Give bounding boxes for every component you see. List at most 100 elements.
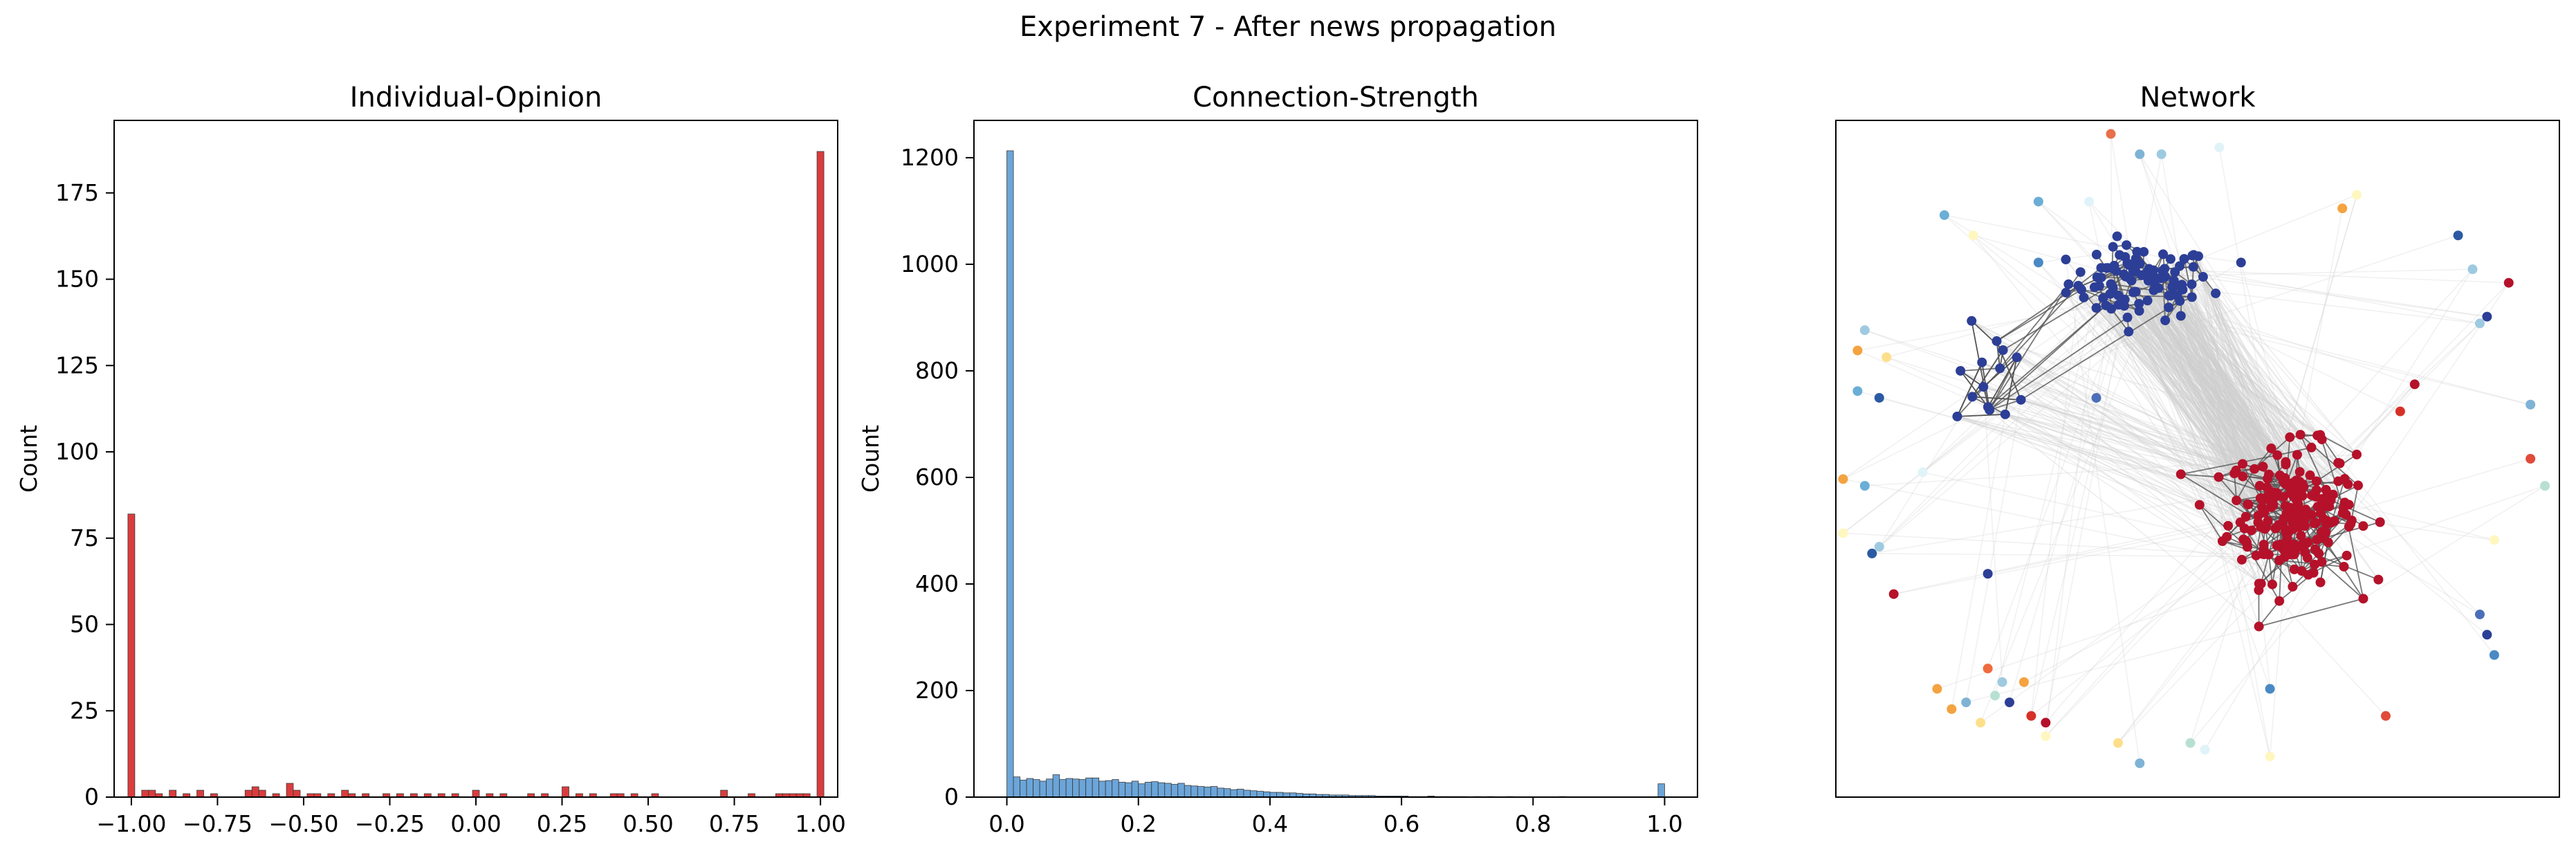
- histogram-bar: [259, 790, 266, 797]
- weak-edges: [1843, 134, 2545, 764]
- node: [2189, 250, 2198, 259]
- node: [2326, 495, 2336, 505]
- node: [2353, 481, 2363, 491]
- histogram-bar: [1197, 787, 1204, 797]
- node: [1952, 412, 1962, 421]
- node: [2214, 143, 2224, 152]
- node: [2482, 630, 2492, 639]
- node: [2297, 541, 2306, 551]
- histogram-bar: [1007, 151, 1014, 797]
- node: [2236, 257, 2246, 267]
- node: [2172, 291, 2182, 300]
- histogram-bar: [1231, 789, 1238, 797]
- node: [2291, 475, 2301, 485]
- node: [1875, 393, 1884, 403]
- y-tick-label: 400: [915, 570, 959, 597]
- node: [2285, 432, 2294, 442]
- histogram-bar: [1276, 792, 1283, 797]
- node: [2317, 435, 2327, 444]
- node: [2061, 255, 2070, 264]
- node: [2375, 518, 2385, 527]
- node: [1956, 366, 1965, 376]
- node: [2169, 276, 2179, 286]
- y-tick-label: 150: [55, 266, 99, 293]
- bars-group: [1007, 151, 1665, 797]
- y-tick-label: 25: [70, 697, 99, 724]
- node: [2395, 407, 2405, 417]
- node: [2316, 578, 2326, 587]
- subplot-title: Network: [2140, 82, 2256, 113]
- node: [2250, 464, 2259, 474]
- subplot-title: Connection-Strength: [1193, 82, 1479, 113]
- x-tick-label: −0.50: [268, 810, 338, 837]
- node: [2289, 491, 2299, 501]
- histogram-bar: [1237, 789, 1244, 797]
- node: [2095, 281, 2104, 291]
- node: [2200, 745, 2209, 755]
- node: [2157, 149, 2166, 159]
- node: [2256, 579, 2266, 589]
- histogram-bar: [1263, 792, 1270, 797]
- node: [2292, 450, 2302, 459]
- histogram-bar: [1092, 778, 1099, 797]
- node: [2061, 288, 2071, 298]
- node: [2312, 485, 2321, 495]
- node: [1983, 664, 1993, 673]
- axes-frame: [114, 120, 838, 797]
- node: [2115, 250, 2124, 259]
- node: [1918, 468, 1928, 477]
- node: [1860, 325, 1870, 335]
- histogram-bar: [1165, 783, 1172, 797]
- x-tick-label: 0.2: [1120, 810, 1156, 837]
- node: [2092, 393, 2101, 403]
- x-tick-label: 0.50: [623, 810, 673, 837]
- node: [2232, 495, 2241, 505]
- y-tick-label: 0: [84, 783, 99, 810]
- node: [2317, 494, 2326, 504]
- node: [2316, 509, 2326, 518]
- node: [2317, 527, 2326, 537]
- histogram-bar: [1099, 781, 1106, 797]
- node: [2540, 481, 2550, 491]
- histogram-bar: [252, 787, 259, 797]
- node: [1852, 346, 1862, 356]
- node: [1976, 718, 1985, 727]
- node: [2131, 287, 2141, 297]
- node: [2274, 596, 2284, 606]
- histogram-bar: [1191, 786, 1198, 797]
- y-axis-label: Count: [857, 425, 884, 493]
- node: [2274, 556, 2284, 565]
- node: [2324, 538, 2333, 547]
- node: [2124, 327, 2133, 336]
- node: [2504, 278, 2514, 288]
- node: [2342, 551, 2352, 560]
- node: [1998, 345, 2008, 355]
- node: [2344, 500, 2354, 509]
- node: [2306, 443, 2316, 453]
- node: [2101, 300, 2111, 310]
- node: [2143, 295, 2153, 305]
- node: [1961, 697, 1971, 707]
- node: [2106, 129, 2115, 139]
- figure-suptitle: Experiment 7 - After news propagation: [0, 11, 2576, 43]
- histogram-bar: [1178, 783, 1185, 797]
- histogram-bar: [169, 790, 176, 797]
- histogram-bar: [128, 514, 135, 797]
- histogram-bar: [1105, 781, 1112, 797]
- histogram-bar: [1047, 779, 1054, 797]
- node: [2063, 280, 2073, 289]
- node: [2186, 738, 2196, 748]
- node: [2282, 547, 2292, 556]
- node: [2170, 267, 2180, 277]
- histogram-bar: [1152, 782, 1159, 797]
- node: [2198, 272, 2208, 282]
- node: [2222, 532, 2232, 542]
- y-tick-label: 75: [70, 524, 99, 551]
- node: [1969, 230, 1978, 240]
- node: [1990, 691, 2000, 700]
- edge: [1988, 281, 2132, 669]
- x-tick-label: 1.0: [1646, 810, 1682, 837]
- x-tick-label: −1.00: [96, 810, 166, 837]
- x-tick-label: −0.25: [355, 810, 425, 837]
- histogram-bar: [293, 790, 300, 797]
